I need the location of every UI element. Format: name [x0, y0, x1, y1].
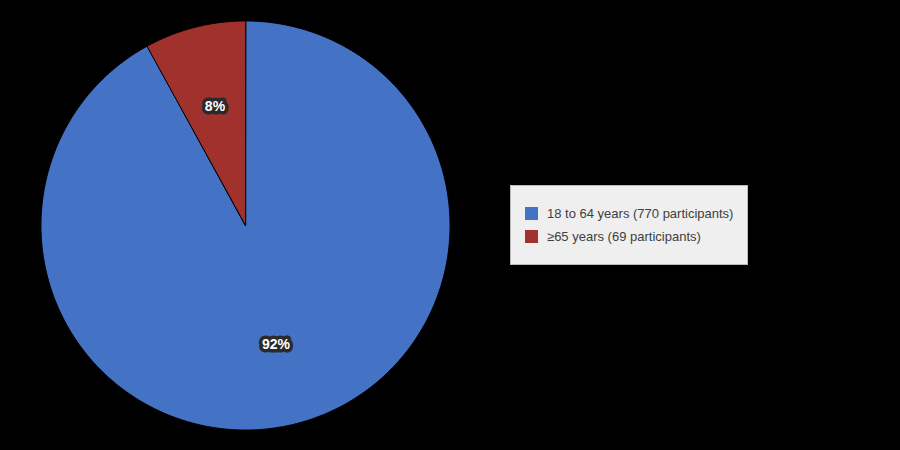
svg-text:92%: 92% [262, 336, 291, 352]
html-text:≥65 years (69 participants): ≥65 years (69 participants) [547, 229, 701, 244]
html-text:18 to 64 years (770 participan: 18 to 64 years (770 participants) [547, 206, 734, 221]
svg-text:8%: 8% [205, 98, 226, 114]
